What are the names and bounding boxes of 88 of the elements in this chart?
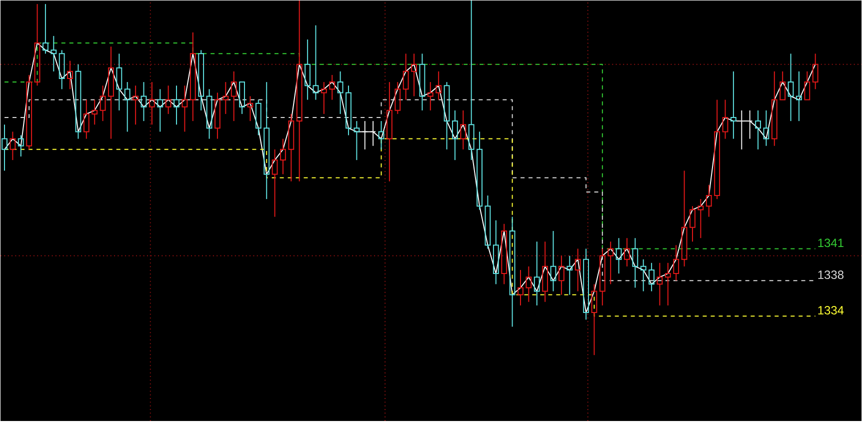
candlestick: [583, 248, 589, 320]
candlestick: [83, 100, 90, 140]
candlestick: [738, 110, 745, 150]
candlestick: [140, 82, 147, 122]
candlestick: [174, 85, 180, 126]
candlestick: [599, 248, 606, 306]
candlestick: [501, 224, 508, 285]
candlestick: [10, 131, 16, 161]
candlestick: [681, 170, 688, 268]
candlestick: [468, 0, 474, 161]
candlestick: [280, 138, 286, 175]
candlestick: [378, 120, 384, 150]
candlestick: [648, 262, 655, 292]
candlestick: [296, 0, 302, 182]
candlestick: [698, 198, 704, 239]
candlestick: [165, 85, 172, 115]
candlestick: [558, 256, 564, 296]
candlestick: [706, 184, 712, 218]
candlestick: [664, 262, 671, 306]
candlestick: [574, 248, 581, 292]
candlestick: [640, 259, 646, 292]
candlestick: [616, 238, 622, 274]
candlestick: [419, 53, 426, 112]
candlestick: [656, 262, 663, 306]
candlestick: [100, 85, 106, 122]
candlestick: [312, 25, 319, 101]
annotation: 1341: [818, 238, 844, 248]
candlestick: [624, 238, 630, 268]
candlestick: [436, 71, 442, 101]
candlestick: [214, 92, 220, 140]
candlestick: [230, 71, 237, 122]
candlestick: [722, 100, 728, 140]
annotation: 1338: [818, 270, 844, 280]
candlestick: [304, 39, 311, 101]
candlestick: [402, 53, 409, 101]
candlestick: [206, 88, 212, 140]
candlestick: [518, 270, 524, 306]
candlestick: [534, 241, 540, 306]
candlestick: [812, 53, 818, 90]
candlestick: [157, 88, 164, 132]
candlestick: [2, 124, 8, 172]
candlestick: [370, 120, 376, 147]
candlestick: [526, 266, 532, 303]
candlestick: [492, 220, 499, 285]
candlestick: [190, 32, 196, 122]
candlestick: [18, 134, 24, 158]
candlestick: [75, 64, 82, 140]
candlestick: [755, 110, 761, 150]
candlestick: [771, 71, 778, 147]
candlestick: [673, 244, 680, 282]
candlestick: [632, 238, 638, 288]
candlestick: [386, 82, 392, 182]
candlestick: [346, 85, 352, 136]
candlestick: [67, 60, 73, 90]
candlestick: [452, 110, 458, 161]
candlestick: [272, 149, 278, 218]
candlestick: [746, 110, 753, 140]
candlestick: [264, 82, 270, 200]
candlestick: [542, 241, 548, 303]
candlestick: [222, 82, 229, 115]
candlestick: [337, 71, 344, 115]
candlestick: [92, 100, 98, 126]
candlestick: [460, 110, 466, 150]
candlestick: [108, 46, 114, 140]
candlestick: [362, 120, 368, 150]
candlestick: [788, 53, 794, 122]
candlestick: [116, 53, 122, 112]
candlestick: [427, 82, 434, 112]
candlestick: [591, 284, 598, 356]
candlestick: [608, 241, 614, 285]
candlestick: [247, 96, 254, 122]
candlestick: [329, 74, 336, 101]
candlestick: [763, 110, 770, 147]
candlestick: [182, 85, 188, 132]
candlestick: [796, 71, 802, 122]
candlestick: [730, 71, 736, 140]
candlestick: [50, 36, 57, 72]
candlestick: [411, 53, 417, 97]
candlestick: [550, 230, 556, 292]
candlestick: [132, 85, 139, 126]
candlestick: [566, 256, 573, 296]
candlestick: [288, 114, 294, 182]
candlestick: [509, 216, 516, 328]
candlestick: [354, 120, 360, 161]
candlestick: [320, 82, 327, 115]
annotation: 1334: [818, 306, 844, 315]
candlestick: [148, 82, 155, 126]
candlestick: [124, 82, 130, 132]
